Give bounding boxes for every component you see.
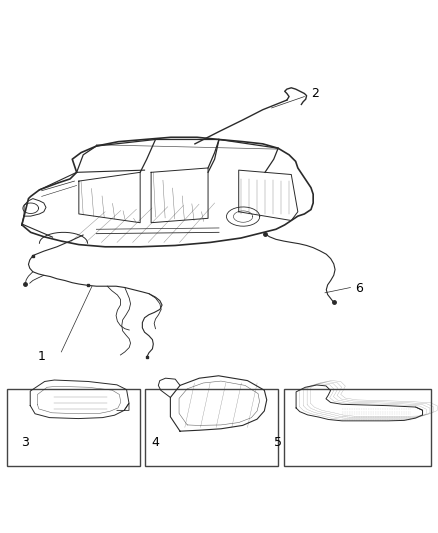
Bar [284,389,431,466]
Bar [145,389,278,466]
Text: 2: 2 [311,87,319,100]
Text: 6: 6 [355,282,363,295]
Text: 1: 1 [38,350,46,363]
Text: 3: 3 [21,436,29,449]
Text: 4: 4 [152,436,159,449]
Bar [7,389,140,466]
Text: 5: 5 [274,436,282,449]
